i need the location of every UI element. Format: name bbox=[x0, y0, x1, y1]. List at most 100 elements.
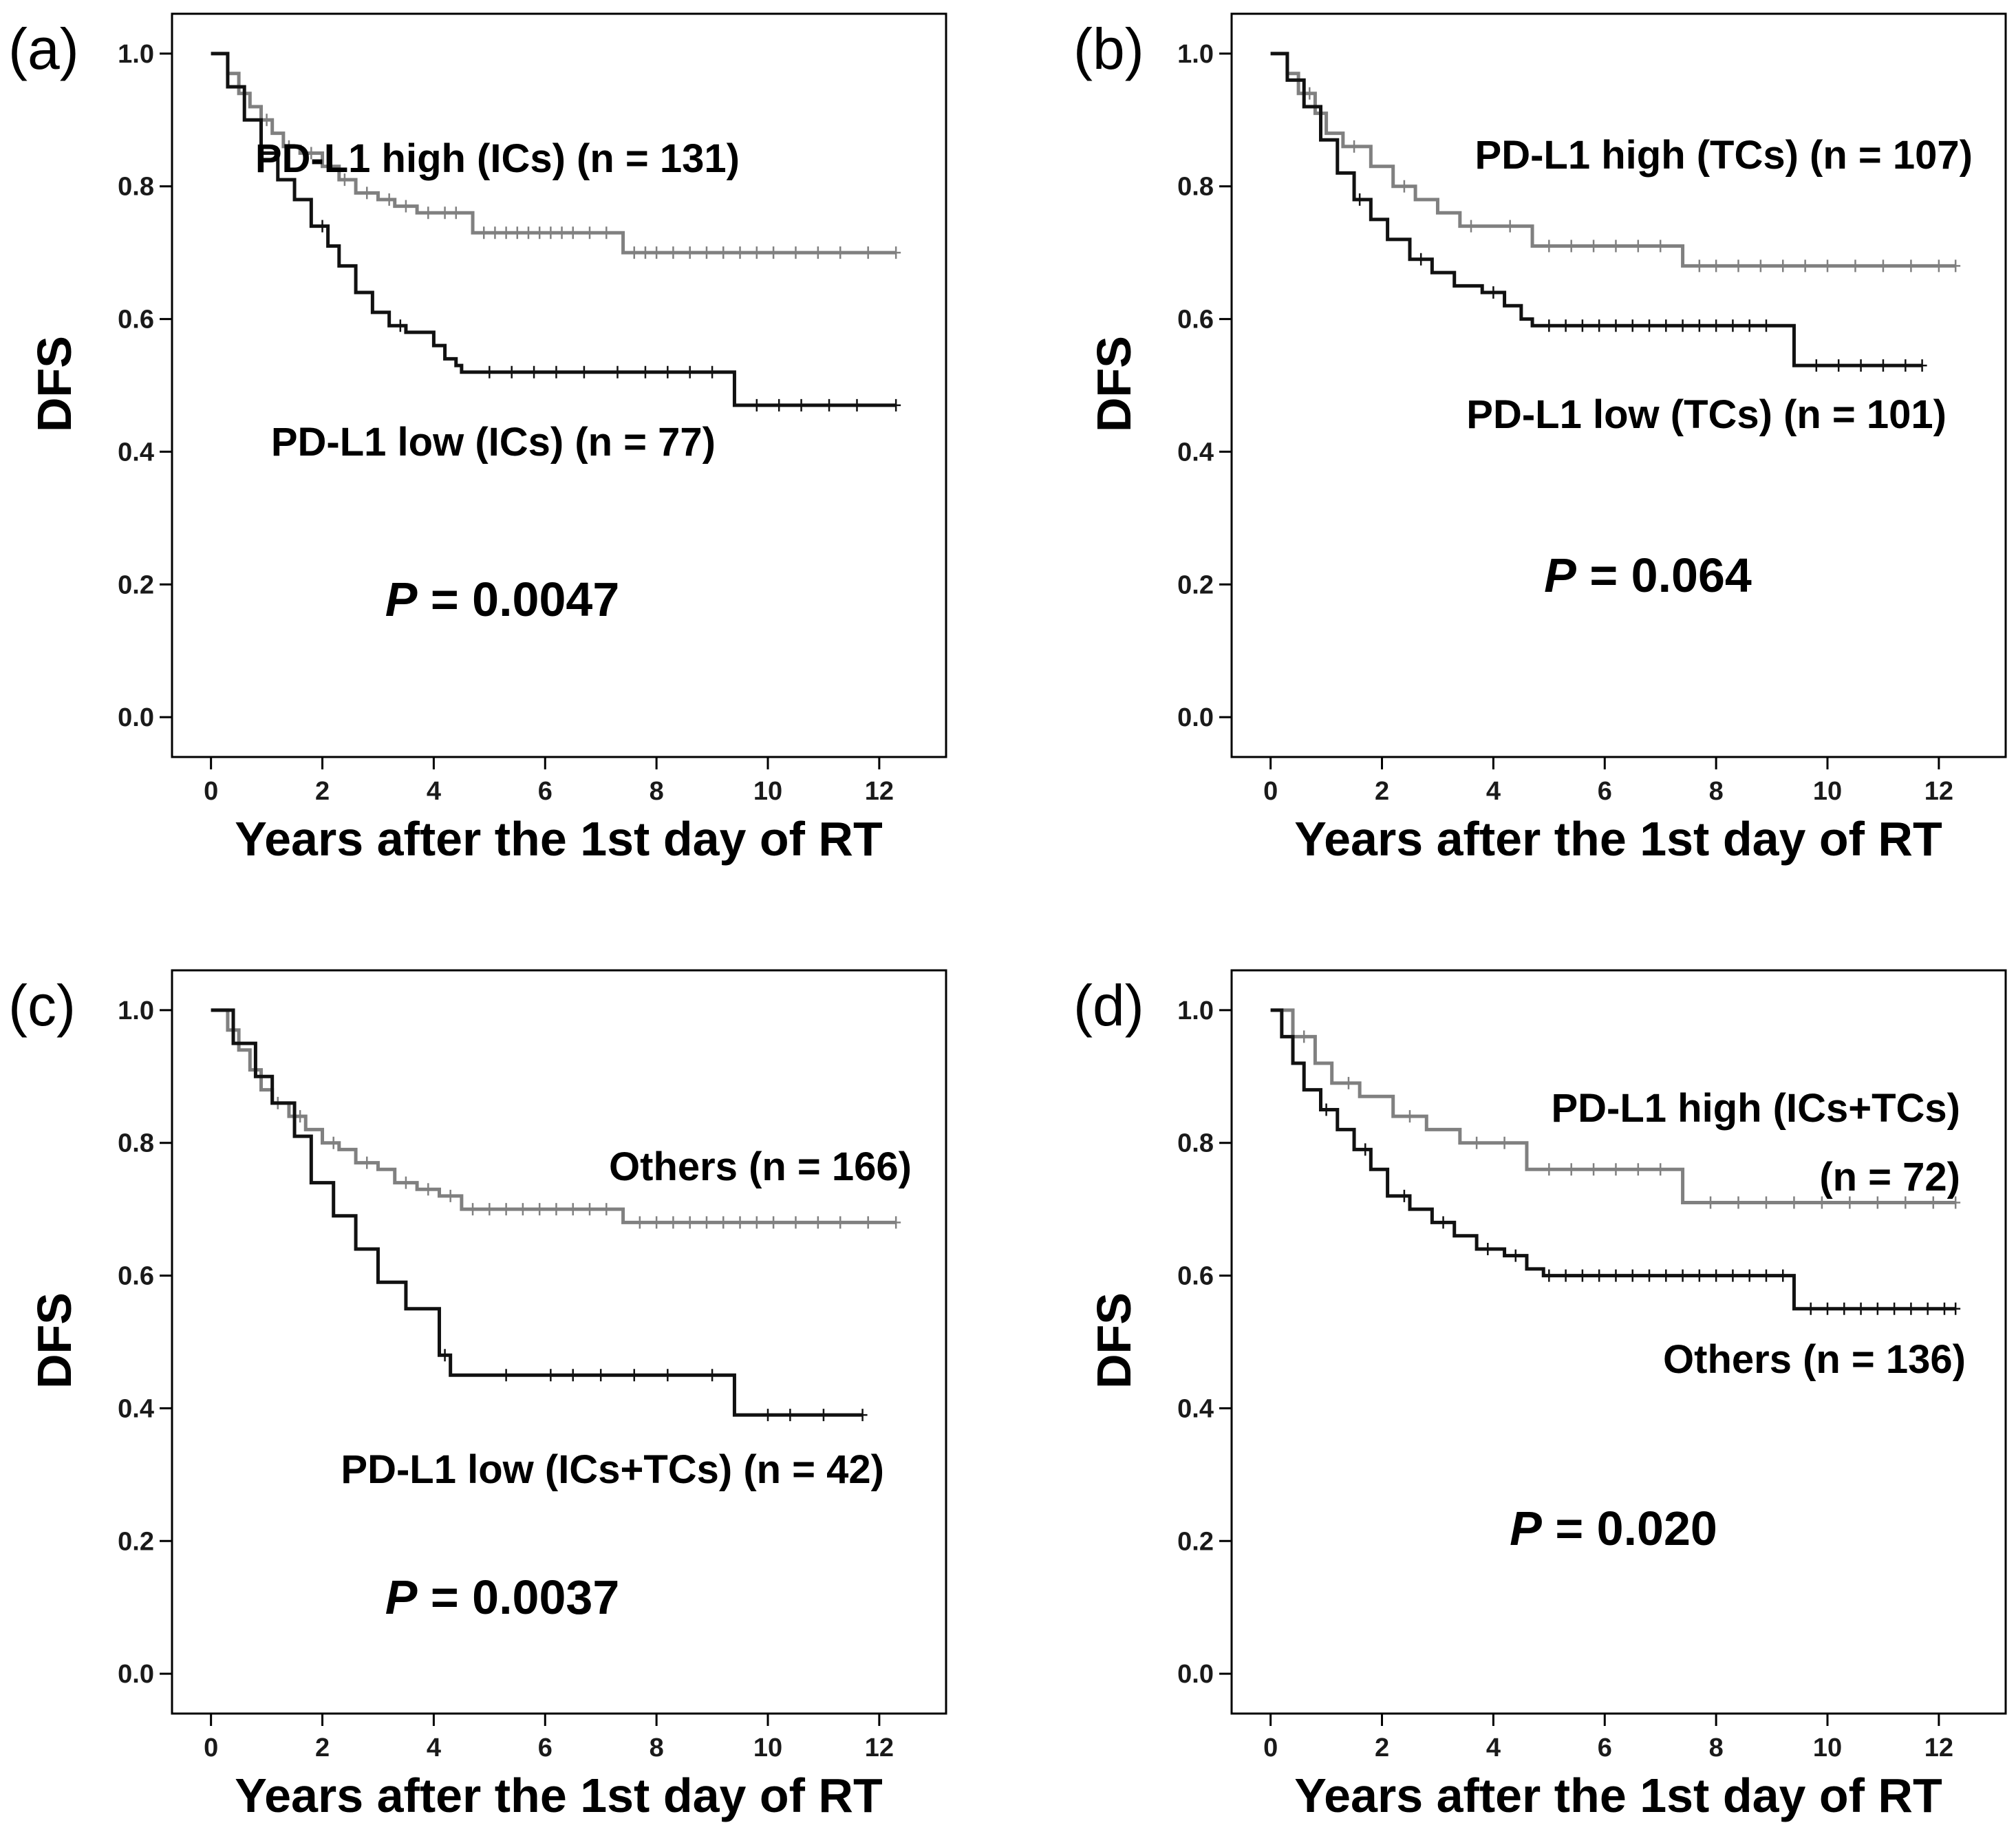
censor-mark bbox=[423, 206, 433, 220]
censor-mark bbox=[835, 1216, 846, 1229]
x-tick-label: 2 bbox=[1375, 777, 1389, 806]
x-tick-label: 12 bbox=[1924, 777, 1953, 806]
censor-mark bbox=[629, 246, 639, 259]
censor-mark bbox=[1823, 1302, 1833, 1315]
y-tick-label: 0.2 bbox=[1177, 1527, 1214, 1556]
censor-mark bbox=[1544, 1163, 1554, 1176]
survival-curve bbox=[1270, 1008, 1956, 1204]
censor-mark bbox=[1488, 286, 1499, 299]
panel-label: (d) bbox=[1073, 973, 1144, 1038]
plot-frame bbox=[1230, 969, 2007, 1715]
censor-mark bbox=[306, 147, 317, 160]
censor-mark bbox=[1694, 259, 1704, 273]
censor-mark bbox=[1711, 259, 1722, 273]
series-label: PD-L1 high (TCs) (n = 107) bbox=[1475, 133, 1973, 178]
censor-mark bbox=[501, 1203, 511, 1216]
censor-mark bbox=[1733, 1196, 1744, 1209]
censor-mark bbox=[546, 226, 556, 239]
censor-mark bbox=[1733, 259, 1744, 273]
censor-mark bbox=[395, 319, 405, 332]
y-tick-label: 0.6 bbox=[1177, 1262, 1214, 1291]
censor-mark bbox=[1544, 239, 1554, 253]
plot-frame bbox=[1230, 12, 2007, 758]
series-lower bbox=[211, 1008, 868, 1422]
y-tick-label: 0.4 bbox=[118, 1394, 154, 1423]
censor-mark bbox=[1694, 319, 1704, 332]
censor-mark bbox=[362, 1156, 372, 1169]
censor-mark bbox=[1878, 259, 1888, 273]
censor-mark bbox=[484, 365, 495, 378]
censor-mark bbox=[1466, 220, 1477, 233]
censor-mark bbox=[1655, 1163, 1666, 1176]
censor-mark bbox=[601, 226, 612, 239]
series-lower bbox=[1270, 1008, 1961, 1315]
censor-mark bbox=[1589, 239, 1599, 253]
x-tick-label: 8 bbox=[650, 777, 664, 806]
panel-b: (b) 0.0 0.2 0.4 0.6 0.8 1.0 0 2 4 6 8 10 12 Years afte… bbox=[1073, 12, 2007, 866]
censor-mark bbox=[501, 1369, 511, 1382]
y-tick-label: 0.6 bbox=[118, 1262, 154, 1291]
censor-mark bbox=[529, 365, 539, 378]
survival-curve bbox=[211, 1008, 897, 1224]
series-label: PD-L1 low (ICs) (n = 77) bbox=[271, 420, 716, 465]
censor-mark bbox=[891, 246, 901, 259]
y-tick-label: 0.8 bbox=[1177, 1129, 1214, 1158]
y-tick-label: 0.0 bbox=[1177, 1660, 1214, 1689]
x-tick-label: 6 bbox=[1598, 1734, 1612, 1762]
censor-mark bbox=[663, 1369, 673, 1382]
censor-mark bbox=[891, 398, 901, 412]
censor-mark bbox=[1661, 1269, 1671, 1282]
series-upper bbox=[1270, 1008, 1961, 1209]
y-tick-label: 0.0 bbox=[118, 703, 154, 732]
censor-mark bbox=[685, 246, 695, 259]
censor-mark bbox=[423, 1183, 433, 1196]
y-tick-label: 1.0 bbox=[1177, 996, 1214, 1025]
censor-mark bbox=[1404, 1110, 1415, 1123]
y-tick-label: 0.2 bbox=[118, 570, 154, 599]
censor-mark bbox=[1850, 259, 1860, 273]
p-value: P = 0.0037 bbox=[385, 1570, 620, 1624]
censor-mark bbox=[769, 1216, 779, 1229]
censor-mark bbox=[400, 1176, 411, 1189]
panel-label: (c) bbox=[8, 973, 76, 1038]
censor-mark bbox=[551, 1203, 561, 1216]
censor-mark bbox=[1823, 259, 1833, 273]
censor-mark bbox=[1789, 1196, 1799, 1209]
x-tick-label: 8 bbox=[650, 1734, 664, 1762]
y-axis-title: DFS bbox=[1087, 336, 1141, 432]
censor-mark bbox=[1951, 259, 1961, 273]
y-axis-title: DFS bbox=[28, 336, 81, 432]
censor-mark bbox=[568, 1203, 578, 1216]
censor-mark bbox=[384, 193, 394, 206]
p-value: P = 0.0047 bbox=[385, 573, 620, 626]
censor-mark bbox=[824, 398, 835, 412]
censor-mark bbox=[1778, 259, 1788, 273]
censor-mark bbox=[751, 246, 762, 259]
censor-mark bbox=[1661, 319, 1671, 332]
x-tick-label: 4 bbox=[427, 777, 441, 806]
censor-mark bbox=[1349, 140, 1360, 153]
censor-mark bbox=[785, 1409, 795, 1422]
censor-mark bbox=[1472, 1136, 1482, 1149]
censor-mark bbox=[751, 1216, 762, 1229]
censor-mark bbox=[328, 1136, 339, 1149]
plot-frame bbox=[171, 969, 947, 1715]
censor-mark bbox=[1611, 319, 1621, 332]
survival-curve bbox=[211, 1008, 863, 1417]
y-tick-label: 0.2 bbox=[1177, 570, 1214, 599]
x-axis-title: Years after the 1st day of RT bbox=[235, 812, 882, 866]
censor-mark bbox=[1644, 1269, 1655, 1282]
censor-mark bbox=[283, 140, 294, 153]
censor-mark bbox=[769, 246, 779, 259]
censor-mark bbox=[1611, 1269, 1621, 1282]
y-tick-label: 0.4 bbox=[1177, 438, 1214, 467]
censor-mark bbox=[568, 226, 578, 239]
censor-mark bbox=[1900, 359, 1911, 372]
censor-mark bbox=[1951, 1302, 1961, 1315]
censor-mark bbox=[718, 246, 729, 259]
y-tick-label: 0.4 bbox=[1177, 1394, 1214, 1423]
censor-mark bbox=[1694, 1269, 1704, 1282]
censor-mark bbox=[1711, 319, 1722, 332]
y-tick-label: 0.6 bbox=[1177, 306, 1214, 334]
censor-mark bbox=[857, 1409, 868, 1422]
